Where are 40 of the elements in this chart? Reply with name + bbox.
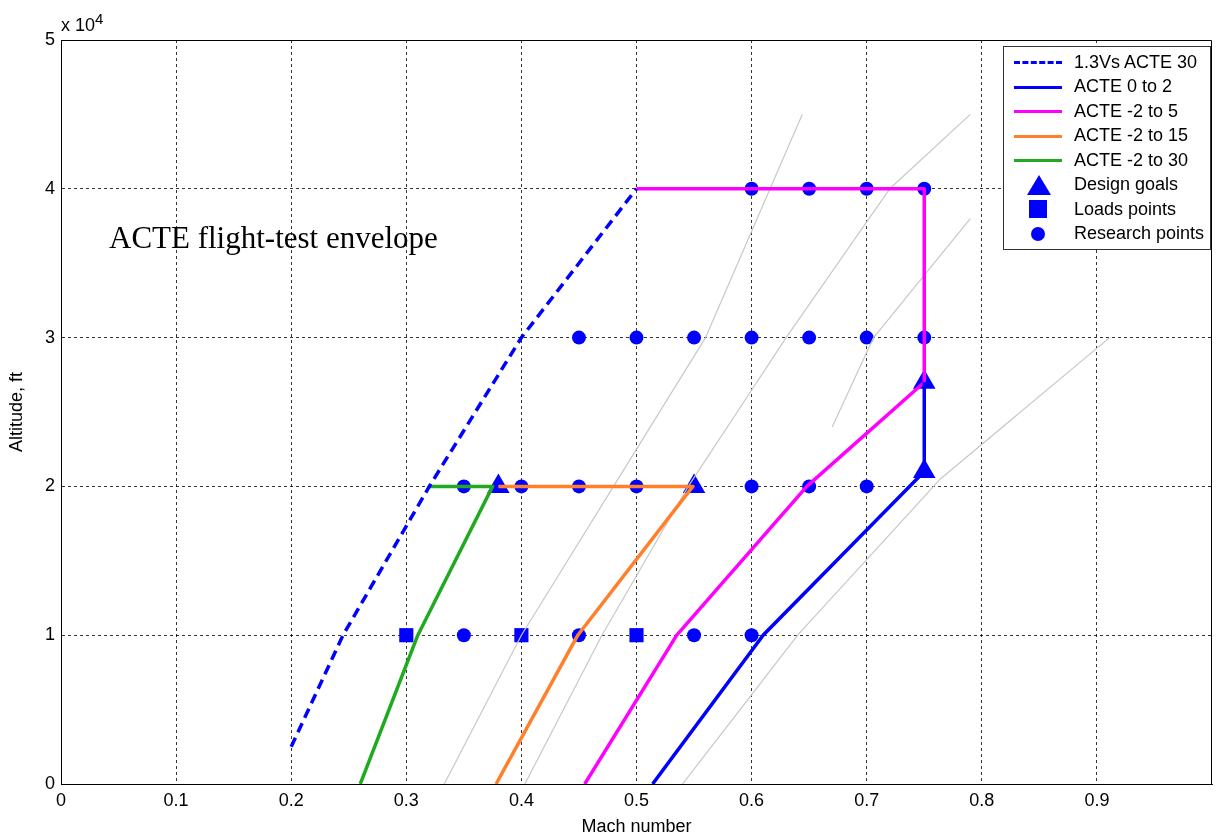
- legend-label: Design goals: [1074, 174, 1179, 196]
- point: [859, 479, 874, 494]
- legend-label: Research points: [1074, 223, 1205, 245]
- legend-label: ACTE 0 to 2: [1074, 76, 1173, 98]
- legend-label: ACTE -2 to 15: [1074, 125, 1189, 147]
- point: [571, 330, 586, 345]
- legend-label: ACTE -2 to 30: [1074, 149, 1189, 171]
- legend-label: ACTE -2 to 5: [1074, 100, 1179, 122]
- point: [399, 628, 414, 643]
- x-tick-label: 0.2: [278, 789, 304, 810]
- point: [629, 330, 644, 345]
- y-tick-label: 5: [44, 28, 55, 49]
- y-tick-label: 0: [44, 772, 55, 793]
- y-tick-label: 3: [44, 326, 55, 347]
- point: [456, 628, 471, 643]
- point: [744, 479, 759, 494]
- x-tick-label: 0.4: [508, 789, 534, 810]
- legend-label: 1.3Vs ACTE 30: [1074, 51, 1198, 73]
- x-tick-label: 0.8: [969, 789, 995, 810]
- point: [629, 628, 644, 643]
- y-tick-label: 1: [44, 624, 55, 645]
- point: [687, 330, 702, 345]
- y-tick-label: 2: [44, 475, 55, 496]
- point: [802, 330, 817, 345]
- y-tick-label: 4: [44, 177, 55, 198]
- x-tick-label: 0.1: [163, 789, 189, 810]
- point: [687, 628, 702, 643]
- point: [744, 628, 759, 643]
- x-tick-label: 0.9: [1084, 789, 1110, 810]
- x-tick-label: 0.5: [623, 789, 650, 810]
- legend-label: Loads points: [1074, 198, 1177, 220]
- x-tick-label: 0.7: [854, 789, 880, 810]
- point: [859, 330, 874, 345]
- text: x 10$^{4}$: [61, 10, 104, 36]
- x-tick-label: 0.3: [393, 789, 419, 810]
- point: [744, 330, 759, 345]
- x-axis-title: Mach number: [581, 816, 692, 837]
- y-axis-title: Altitude, ft: [5, 371, 26, 453]
- annotation: ACTE flight-test envelope: [109, 220, 438, 256]
- x-tick-label: 0.6: [739, 789, 765, 810]
